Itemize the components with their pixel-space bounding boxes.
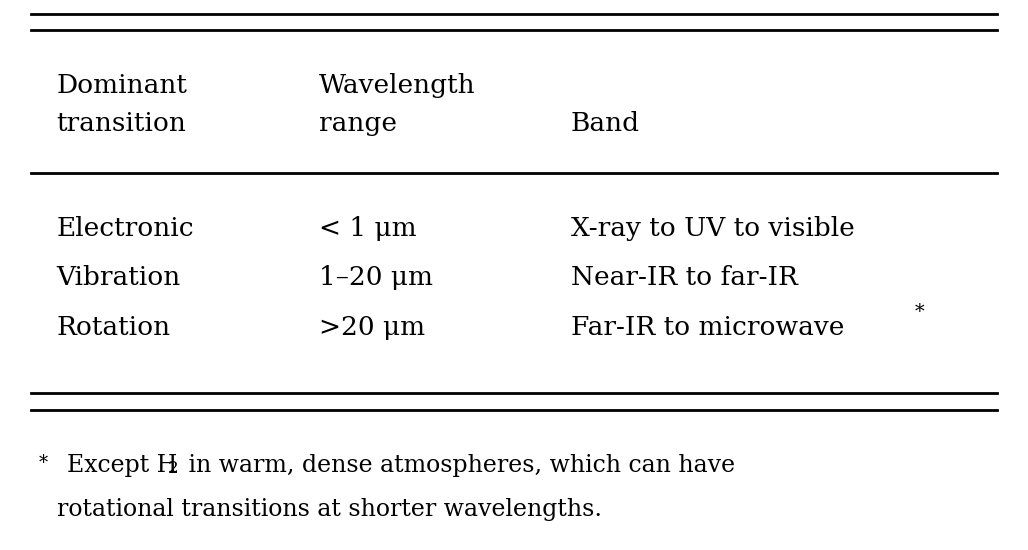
Text: Far-IR to microwave: Far-IR to microwave — [571, 315, 844, 340]
Text: 1–20 μm: 1–20 μm — [319, 265, 433, 290]
Text: X-ray to UV to visible: X-ray to UV to visible — [571, 216, 854, 241]
Text: Except H: Except H — [67, 454, 177, 477]
Text: < 1 μm: < 1 μm — [319, 216, 416, 241]
Text: transition: transition — [57, 111, 186, 136]
Text: Vibration: Vibration — [57, 265, 181, 290]
Text: *: * — [915, 303, 924, 321]
Text: 2: 2 — [168, 460, 178, 477]
Text: Electronic: Electronic — [57, 216, 194, 241]
Text: range: range — [319, 111, 397, 136]
Text: Rotation: Rotation — [57, 315, 171, 340]
Text: *: * — [39, 454, 48, 472]
Text: >20 μm: >20 μm — [319, 315, 425, 340]
Text: in warm, dense atmospheres, which can have: in warm, dense atmospheres, which can ha… — [181, 454, 735, 477]
Text: rotational transitions at shorter wavelengths.: rotational transitions at shorter wavele… — [57, 498, 601, 521]
Text: Wavelength: Wavelength — [319, 73, 475, 98]
Text: Near-IR to far-IR: Near-IR to far-IR — [571, 265, 798, 290]
Text: Dominant: Dominant — [57, 73, 187, 98]
Text: Band: Band — [571, 111, 639, 136]
